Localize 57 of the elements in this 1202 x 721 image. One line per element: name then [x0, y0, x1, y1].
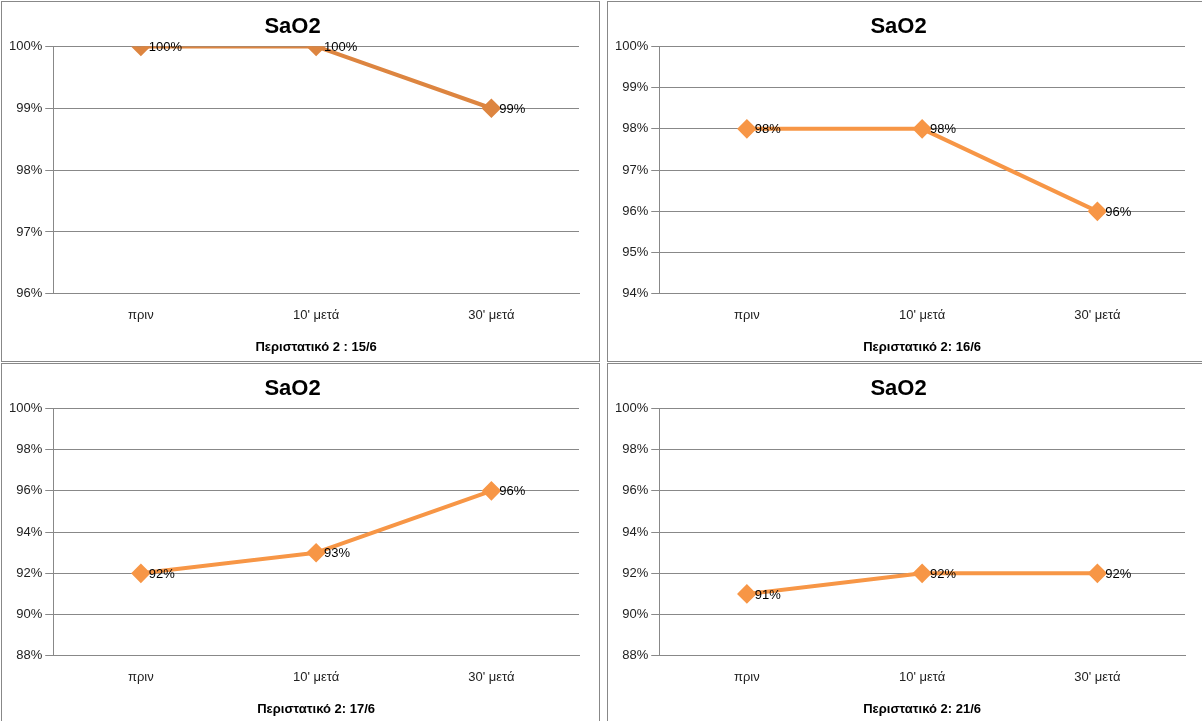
y-tick-label: 96% — [16, 482, 43, 498]
x-tick-label: 30' μετά — [1074, 669, 1122, 685]
x-axis-title: Περιστατικό 2: 17/6 — [257, 700, 376, 716]
data-label: 100% — [324, 38, 358, 54]
y-tick-label: 99% — [16, 99, 43, 115]
chart-title: SaO2 — [264, 375, 321, 401]
y-tick-label: 96% — [622, 482, 649, 498]
y-tick-label: 88% — [16, 647, 43, 663]
y-tick-label: 92% — [16, 564, 43, 580]
y-tick-label: 90% — [16, 606, 43, 622]
x-tick-label: 10' μετά — [898, 669, 946, 685]
data-label: 92% — [148, 565, 176, 581]
x-tick-label: πριν — [127, 669, 154, 685]
data-label: 93% — [324, 545, 351, 561]
y-tick-label: 99% — [622, 79, 649, 95]
chart-title: SaO2 — [264, 13, 321, 39]
y-tick-label: 100% — [615, 37, 649, 53]
x-tick-label: 10' μετά — [292, 307, 340, 323]
point — [307, 543, 326, 562]
y-tick-label: 97% — [622, 161, 649, 177]
y-tick-label: 90% — [622, 606, 649, 622]
y-tick-label: 98% — [16, 441, 43, 457]
x-axis-title: Περιστατικό 2 : 15/6 — [255, 338, 377, 354]
data-label: 99% — [499, 100, 526, 116]
y-tick-label: 94% — [622, 523, 649, 539]
data-label: 98% — [930, 121, 957, 137]
y-tick-label: 96% — [16, 285, 43, 301]
x-axis-title: Περιστατικό 2: 21/6 — [863, 700, 982, 716]
chart-title: SaO2 — [870, 375, 927, 401]
y-tick-label: 98% — [16, 161, 43, 177]
y-tick-label: 96% — [622, 202, 649, 218]
x-axis-title: Περιστατικό 2: 16/6 — [863, 338, 982, 354]
x-tick-label: πριν — [733, 669, 760, 685]
data-label: 92% — [1105, 565, 1132, 581]
x-tick-label: 30' μετά — [1074, 307, 1122, 323]
x-tick-label: πριν — [733, 307, 760, 323]
point — [482, 481, 501, 500]
data-label: 96% — [499, 483, 526, 499]
y-tick-label: 98% — [622, 120, 649, 136]
y-tick-label: 95% — [622, 244, 649, 260]
y-tick-label: 94% — [16, 523, 43, 539]
point — [131, 564, 150, 583]
y-tick-label: 88% — [622, 647, 649, 663]
y-tick-label: 100% — [9, 399, 43, 415]
data-label: 96% — [1105, 203, 1132, 219]
y-tick-label: 100% — [9, 37, 43, 53]
x-tick-label: πριν — [127, 307, 154, 323]
x-tick-label: 10' μετά — [898, 307, 946, 323]
x-tick-label: 30' μετά — [468, 307, 516, 323]
y-tick-label: 94% — [622, 285, 649, 301]
y-tick-label: 97% — [16, 223, 43, 239]
x-tick-label: 30' μετά — [468, 669, 516, 685]
y-tick-label: 92% — [622, 564, 649, 580]
y-tick-label: 100% — [615, 399, 649, 415]
x-tick-label: 10' μετά — [292, 669, 340, 685]
chart-title: SaO2 — [870, 13, 927, 39]
y-tick-label: 98% — [622, 441, 649, 457]
